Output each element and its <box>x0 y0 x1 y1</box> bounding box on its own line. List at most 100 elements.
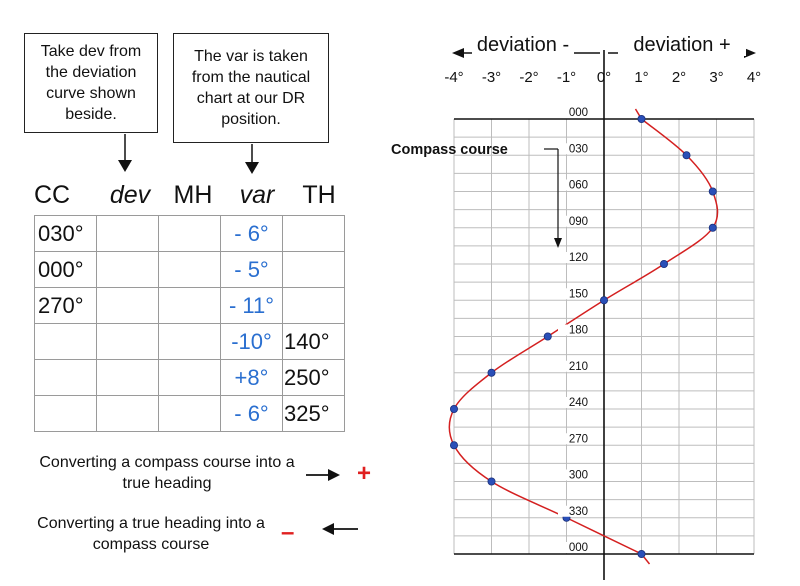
course-label-bg <box>558 505 588 517</box>
deviation-point <box>682 151 691 160</box>
deviation-point <box>708 187 717 196</box>
callout-variation-note: The var is taken from the nautical chart… <box>173 33 329 143</box>
deviation-point <box>450 441 459 450</box>
x-tick-label: 1° <box>634 69 648 86</box>
deviation-point <box>487 477 496 486</box>
chart-labels: 000 030 060 090 120 150 180 210 240 270 300 330 000 -… <box>391 32 761 554</box>
course-label: 270 <box>569 433 588 445</box>
course-label-bg <box>558 469 588 481</box>
x-tick-label: -4° <box>444 69 463 86</box>
cell-mh <box>158 251 221 288</box>
deviation-point <box>450 404 459 413</box>
axis-title-negative: deviation - <box>477 34 569 56</box>
deviation-point <box>637 115 646 124</box>
cell-cc: 030° <box>34 215 97 252</box>
course-label-bg <box>558 107 588 118</box>
cell-th <box>282 215 345 252</box>
x-tick-label: -1° <box>557 69 576 86</box>
x-tick-label: 2° <box>672 69 686 86</box>
cell-var: - 11° <box>220 287 283 324</box>
header-th: TH <box>302 181 336 209</box>
callout-variation-text: The var is taken from the nautical chart… <box>191 48 311 128</box>
callout-dev-arrow-icon <box>118 134 132 172</box>
cell-th <box>282 287 345 324</box>
cell-cc: 270° <box>34 287 97 324</box>
course-label-bg <box>558 542 588 553</box>
deviation-points <box>450 115 717 559</box>
compass-course-label: Compass course <box>391 142 508 158</box>
deviation-point <box>659 259 668 268</box>
course-label: 300 <box>569 470 588 482</box>
header-var: var <box>239 181 275 209</box>
axis-title-positive: deviation + <box>633 34 730 56</box>
cell-var: -10° <box>220 323 283 360</box>
course-label: 120 <box>569 252 588 264</box>
course-label: 000 <box>569 542 588 554</box>
callout-deviation-text: Take dev from the deviation curve shown … <box>40 43 142 123</box>
cell-dev <box>96 287 159 324</box>
cell-dev <box>96 323 159 360</box>
chart-frame <box>454 50 754 580</box>
cell-dev <box>96 395 159 432</box>
cell-mh <box>158 359 221 396</box>
course-label: 150 <box>569 288 588 300</box>
cell-dev <box>96 251 159 288</box>
course-label: 000 <box>569 107 588 119</box>
callout-var-arrow-icon <box>245 144 259 174</box>
table-row: - 6° 325° <box>34 395 345 432</box>
plus-sign: + <box>357 460 372 487</box>
table-row: 030° - 6° <box>34 215 345 252</box>
x-tick-label: 4° <box>747 69 761 86</box>
course-label: 090 <box>569 216 588 228</box>
table-row: +8° 250° <box>34 359 345 396</box>
table-row: 270° - 11° <box>34 287 345 324</box>
cell-th: 325° <box>282 395 345 432</box>
deviation-negative-arrowhead-icon <box>452 48 464 58</box>
cell-var: - 5° <box>220 251 283 288</box>
course-label-bg <box>558 252 588 263</box>
cell-mh <box>158 215 221 252</box>
table-row: 000° - 5° <box>34 251 345 288</box>
course-label: 330 <box>569 506 588 518</box>
header-cc: CC <box>34 181 71 209</box>
conversion-table: 030° - 6° 000° - 5° 270° - 11° -10° 140° <box>34 215 345 432</box>
axis-title-bg <box>472 32 574 56</box>
axis-title-bg <box>618 32 746 56</box>
rule-true-to-compass: Converting a true heading into a compass… <box>37 515 265 553</box>
course-label-bg <box>558 433 588 445</box>
cell-var: - 6° <box>220 395 283 432</box>
deviation-point <box>487 368 496 377</box>
course-label: 180 <box>569 325 588 337</box>
course-label: 210 <box>569 361 588 373</box>
cell-dev <box>96 215 159 252</box>
deviation-point <box>599 296 608 305</box>
header-mh: MH <box>173 181 213 209</box>
x-tick-label: 0° <box>597 69 611 86</box>
cell-th: 140° <box>282 323 345 360</box>
cell-cc: 000° <box>34 251 97 288</box>
table-row: -10° 140° <box>34 323 345 360</box>
deviation-positive-arrowhead-icon <box>744 48 756 58</box>
course-label-bg <box>558 288 588 300</box>
compass-course-arrowhead-icon <box>554 238 562 248</box>
header-dev: dev <box>109 181 151 209</box>
course-label-bg <box>558 179 588 191</box>
arrow-right-icon <box>306 469 340 481</box>
cell-mh <box>158 323 221 360</box>
x-tick-label: -3° <box>482 69 501 86</box>
course-label-bg <box>558 397 588 408</box>
deviation-chart: 000 030 060 090 120 150 180 210 240 270 300 330 000 -… <box>391 32 761 580</box>
course-label: 240 <box>569 397 588 409</box>
course-label: 060 <box>569 180 588 192</box>
rule-compass-to-true: Converting a compass course into a true … <box>39 454 295 492</box>
deviation-point <box>708 223 717 232</box>
arrow-left-icon <box>322 523 358 535</box>
cell-cc <box>34 323 97 360</box>
course-label-bg <box>558 215 588 227</box>
cell-var: - 6° <box>220 215 283 252</box>
cell-mh <box>158 287 221 324</box>
callout-deviation-note: Take dev from the deviation curve shown … <box>24 33 158 133</box>
minus-sign: – <box>281 519 295 546</box>
deviation-point <box>543 332 552 341</box>
course-label: 030 <box>569 143 588 155</box>
